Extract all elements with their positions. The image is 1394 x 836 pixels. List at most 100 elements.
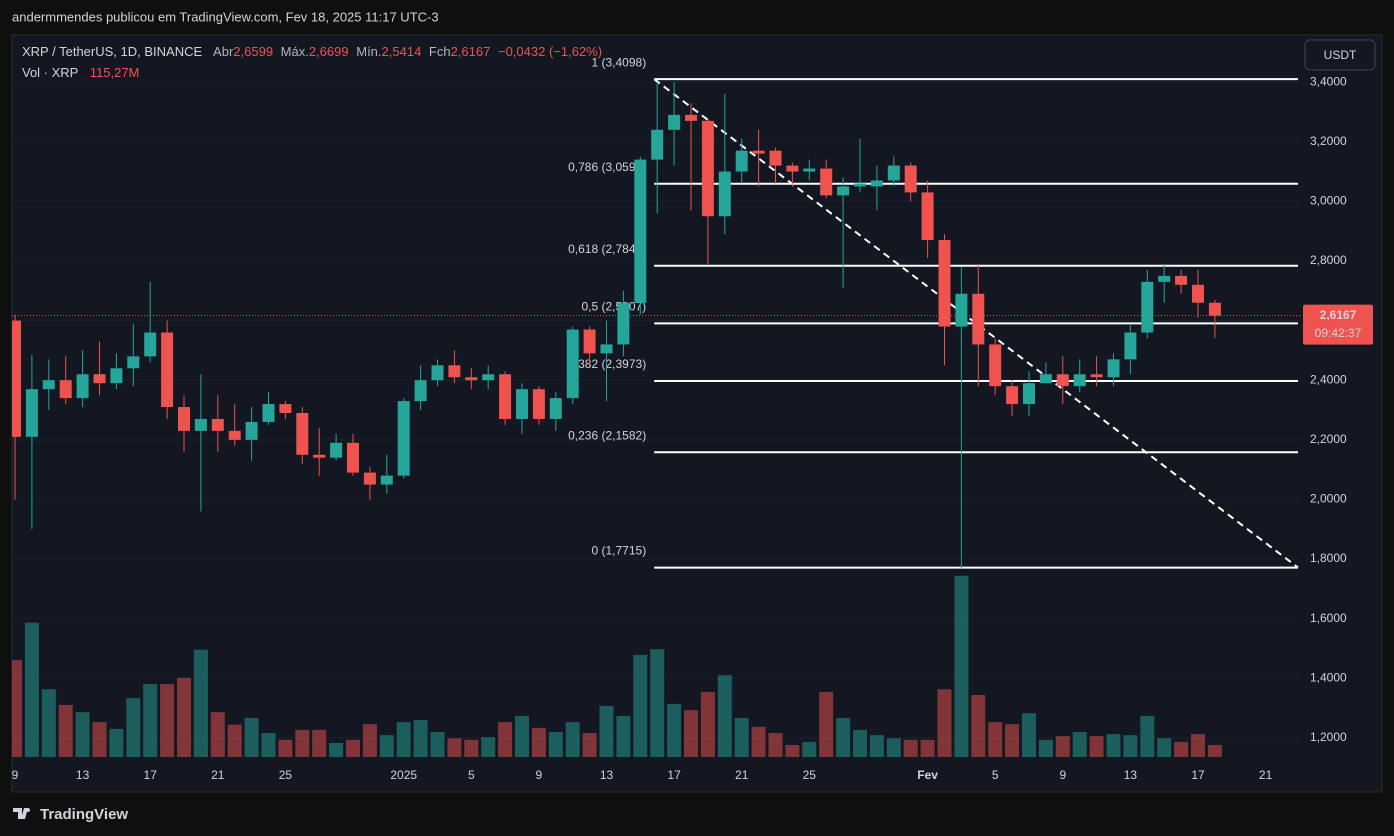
y-tick-label: 2,2000 bbox=[1310, 432, 1347, 446]
candle-body bbox=[12, 320, 21, 437]
volume-bar bbox=[464, 739, 479, 757]
low-value: 2,5414 bbox=[382, 44, 422, 59]
high-value: 2,6699 bbox=[309, 44, 349, 59]
volume-value: 115,27M bbox=[90, 65, 140, 80]
candle-body bbox=[42, 380, 55, 390]
candle-body bbox=[465, 377, 478, 381]
volume-bar bbox=[582, 733, 597, 757]
last-price-label: 2,6167 bbox=[1320, 308, 1357, 322]
fib-label: 0,236 (2,1582) bbox=[568, 428, 646, 442]
candle-body bbox=[313, 454, 326, 458]
x-tick-label: 25 bbox=[803, 768, 817, 782]
candle-body bbox=[448, 365, 461, 378]
volume-bar bbox=[75, 712, 90, 757]
candle-body bbox=[1141, 281, 1154, 333]
candle-body bbox=[566, 329, 579, 399]
candle-body bbox=[25, 389, 38, 437]
candle-body bbox=[600, 344, 613, 354]
volume-bar bbox=[160, 684, 175, 757]
candle-body bbox=[228, 430, 241, 440]
legend-line: XRP / TetherUS, 1D, BINANCE Abr2,6599 Má… bbox=[22, 44, 602, 59]
volume-bar bbox=[177, 677, 191, 757]
volume-bar bbox=[312, 729, 327, 757]
currency-label[interactable]: USDT bbox=[1324, 48, 1357, 62]
x-tick-label: 25 bbox=[279, 768, 293, 782]
candle-body bbox=[1090, 374, 1103, 378]
y-tick-label: 2,8000 bbox=[1310, 253, 1347, 267]
candle-body bbox=[1158, 275, 1171, 282]
candle-body bbox=[414, 380, 427, 402]
x-tick-label: 9 bbox=[1059, 768, 1066, 782]
volume-bar bbox=[565, 722, 580, 757]
candle-body bbox=[668, 114, 681, 130]
candle-body bbox=[1006, 386, 1019, 405]
volume-bar bbox=[937, 689, 952, 757]
y-tick-label: 1,6000 bbox=[1310, 611, 1347, 625]
fib-label: 0 (1,7715) bbox=[591, 544, 646, 558]
candle-body bbox=[634, 159, 647, 303]
change-value: −0,0432 (−1,62%) bbox=[498, 44, 602, 59]
volume-bar bbox=[802, 741, 817, 757]
currency-button[interactable] bbox=[1304, 39, 1376, 71]
candle-body bbox=[972, 293, 985, 345]
candle-body bbox=[904, 165, 917, 193]
fib-label: 1 (3,4098) bbox=[591, 55, 646, 69]
logo-mark bbox=[13, 808, 31, 819]
x-tick-label: 21 bbox=[211, 768, 225, 782]
candle-body bbox=[938, 240, 951, 327]
volume-bar bbox=[278, 739, 293, 757]
open-value: 2,6599 bbox=[233, 44, 273, 59]
candle-body bbox=[516, 389, 528, 419]
y-tick-label: 1,4000 bbox=[1310, 670, 1347, 684]
candle-body bbox=[499, 374, 512, 419]
volume-bar bbox=[1174, 741, 1189, 757]
volume-bar bbox=[616, 715, 631, 757]
candle-body bbox=[1175, 275, 1188, 285]
candle-body bbox=[1056, 374, 1069, 387]
close-value: 2,6167 bbox=[451, 44, 491, 59]
volume-legend: Vol · XRP 115,27M bbox=[22, 65, 139, 80]
candle-body bbox=[837, 186, 850, 196]
volume-bar bbox=[650, 649, 665, 757]
candle-body bbox=[532, 389, 545, 419]
volume-bar bbox=[396, 722, 411, 757]
x-tick-label: Fev bbox=[917, 768, 938, 782]
volume-bar bbox=[498, 722, 513, 757]
candle-body bbox=[59, 380, 72, 399]
fib-label: 0,618 (2,7840) bbox=[568, 242, 646, 256]
close-label: Fch bbox=[429, 44, 451, 59]
volume-bar bbox=[920, 739, 935, 757]
candle-body bbox=[127, 356, 140, 369]
volume-bar bbox=[227, 724, 242, 757]
candle-body bbox=[989, 344, 1002, 387]
candle-body bbox=[144, 332, 157, 357]
candle-body bbox=[685, 114, 697, 121]
candle-body bbox=[701, 120, 714, 217]
volume-bar bbox=[869, 735, 884, 757]
candle-body bbox=[718, 171, 731, 217]
volume-bar bbox=[1089, 736, 1104, 757]
volume-bar bbox=[1072, 732, 1087, 757]
x-tick-label: 21 bbox=[735, 768, 749, 782]
volume-bar bbox=[1140, 715, 1155, 757]
volume-bar bbox=[58, 704, 73, 757]
candle-body bbox=[786, 165, 799, 172]
volume-pane bbox=[12, 575, 1222, 757]
candles bbox=[12, 82, 1221, 569]
candle-body bbox=[397, 401, 410, 476]
candle-body bbox=[161, 332, 174, 408]
x-tick-label: 13 bbox=[600, 768, 614, 782]
volume-bar bbox=[785, 745, 800, 757]
candle-body bbox=[1192, 284, 1204, 303]
candle-body bbox=[870, 180, 883, 187]
volume-bar bbox=[1106, 734, 1121, 757]
volume-bar bbox=[684, 710, 698, 757]
fib-retracement: 1 (3,4098) 0,786 (3,0592) 0,618 (2,7840) 0,… bbox=[568, 55, 1299, 569]
x-tick-label: 17 bbox=[144, 768, 158, 782]
candle-body bbox=[820, 168, 833, 196]
volume-bar bbox=[853, 729, 867, 757]
volume-bar bbox=[988, 722, 1003, 757]
volume-bar bbox=[1005, 724, 1020, 757]
volume-bar bbox=[1191, 734, 1205, 757]
